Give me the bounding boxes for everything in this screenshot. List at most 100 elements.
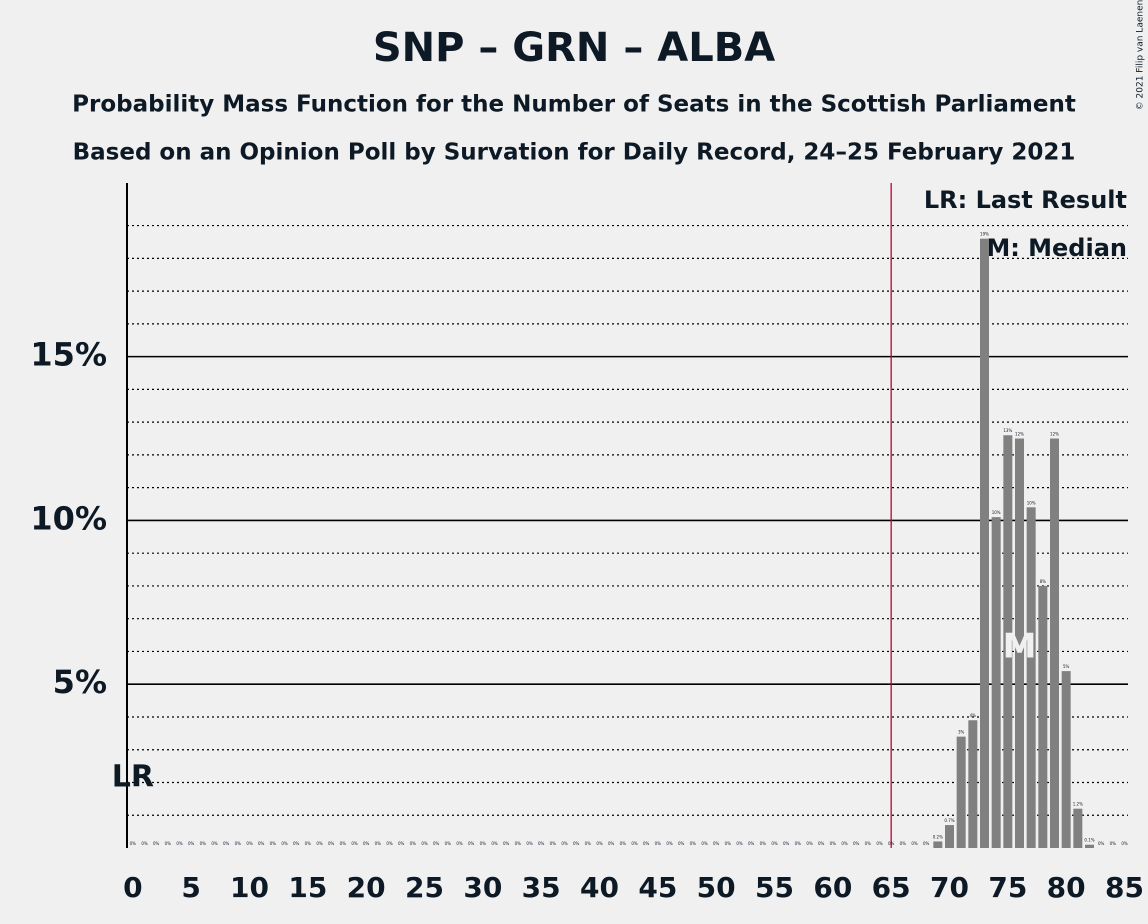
value-label: 0% bbox=[865, 841, 872, 846]
x-tick-label: 25 bbox=[405, 871, 444, 904]
bar bbox=[980, 238, 989, 849]
value-label: 4% bbox=[970, 713, 977, 718]
value-label: 0% bbox=[491, 841, 498, 846]
x-tick-label: 55 bbox=[755, 871, 794, 904]
value-label: 0% bbox=[200, 841, 207, 846]
bar bbox=[1050, 438, 1059, 848]
value-label: 0% bbox=[421, 841, 428, 846]
value-label: 0% bbox=[130, 841, 137, 846]
bar bbox=[1061, 671, 1071, 848]
value-label: 0% bbox=[655, 841, 662, 846]
value-label: 0% bbox=[270, 841, 277, 846]
value-label: 0% bbox=[351, 841, 358, 846]
value-label: 0% bbox=[690, 841, 697, 846]
value-label: 0% bbox=[386, 841, 393, 846]
x-tick-label: 5 bbox=[181, 871, 200, 904]
value-label: 0% bbox=[165, 841, 172, 846]
x-tick-label: 80 bbox=[1047, 871, 1086, 904]
bar bbox=[1073, 808, 1083, 848]
value-label: 12% bbox=[1050, 432, 1059, 437]
value-label: 0% bbox=[211, 841, 218, 846]
value-label: 0% bbox=[503, 841, 510, 846]
value-label: 0.2% bbox=[933, 834, 943, 839]
chart-subtitle: Based on an Opinion Poll by Survation fo… bbox=[73, 140, 1076, 166]
value-label: 0% bbox=[666, 841, 673, 846]
value-label: 0% bbox=[153, 841, 160, 846]
value-label: 0% bbox=[911, 841, 918, 846]
value-label: 0% bbox=[316, 841, 323, 846]
value-label: 0% bbox=[900, 841, 907, 846]
value-label: 0% bbox=[678, 841, 685, 846]
legend-median: M: Median bbox=[986, 234, 1127, 262]
y-tick-label: 5% bbox=[53, 663, 107, 701]
bar bbox=[945, 825, 954, 848]
value-label: 0% bbox=[445, 841, 452, 846]
value-label: 0.7% bbox=[944, 818, 954, 823]
value-label: 0% bbox=[410, 841, 417, 846]
value-label: 0% bbox=[783, 841, 790, 846]
value-label: 10% bbox=[992, 510, 1001, 515]
value-label: 0% bbox=[235, 841, 242, 846]
value-label: 0% bbox=[480, 841, 487, 846]
value-label: 0% bbox=[515, 841, 522, 846]
value-label: 0% bbox=[876, 841, 883, 846]
value-label: 0% bbox=[830, 841, 837, 846]
value-label: 1.2% bbox=[1073, 802, 1083, 807]
value-label: 19% bbox=[980, 232, 989, 237]
x-tick-label: 40 bbox=[580, 871, 619, 904]
value-label: 0% bbox=[398, 841, 405, 846]
value-label: 0% bbox=[293, 841, 300, 846]
value-label: 0% bbox=[468, 841, 475, 846]
bar bbox=[1026, 507, 1036, 848]
value-label: 0% bbox=[701, 841, 708, 846]
y-tick-label: 10% bbox=[30, 499, 107, 537]
value-label: 0% bbox=[841, 841, 848, 846]
x-tick-label: 60 bbox=[813, 871, 852, 904]
value-label: 0% bbox=[550, 841, 557, 846]
x-tick-label: 0 bbox=[123, 871, 142, 904]
value-label: 12% bbox=[1015, 432, 1024, 437]
x-tick-label: 65 bbox=[872, 871, 911, 904]
value-label: 0% bbox=[888, 841, 895, 846]
value-label: 0% bbox=[246, 841, 253, 846]
chart-subtitle: Probability Mass Function for the Number… bbox=[72, 92, 1076, 118]
value-label: 0% bbox=[433, 841, 440, 846]
value-label: 0% bbox=[608, 841, 615, 846]
value-label: 0% bbox=[223, 841, 230, 846]
value-label: 0% bbox=[305, 841, 312, 846]
value-label: 0% bbox=[923, 841, 930, 846]
value-label: 0% bbox=[620, 841, 627, 846]
chart-title: SNP – GRN – ALBA bbox=[373, 25, 775, 71]
value-label: 0% bbox=[725, 841, 732, 846]
value-label: 0% bbox=[1121, 841, 1128, 846]
value-label: 8% bbox=[1040, 579, 1047, 584]
value-label: 0% bbox=[375, 841, 382, 846]
x-tick-label: 85 bbox=[1105, 871, 1144, 904]
copyright: © 2021 Filip van Laenen bbox=[1136, 0, 1146, 110]
value-label: 0% bbox=[538, 841, 545, 846]
value-label: 0% bbox=[853, 841, 860, 846]
value-label: 0% bbox=[631, 841, 638, 846]
x-tick-label: 50 bbox=[697, 871, 736, 904]
value-label: 0% bbox=[561, 841, 568, 846]
value-label: 5% bbox=[1063, 664, 1070, 669]
x-tick-label: 70 bbox=[930, 871, 969, 904]
bar bbox=[1038, 585, 1048, 848]
value-label: 0% bbox=[736, 841, 743, 846]
value-label: 0% bbox=[585, 841, 592, 846]
x-tick-label: 15 bbox=[288, 871, 327, 904]
value-label: 0% bbox=[1110, 841, 1117, 846]
value-label: 3% bbox=[958, 730, 965, 735]
value-label: 0.1% bbox=[1084, 838, 1094, 843]
value-label: 0% bbox=[176, 841, 183, 846]
value-label: 0% bbox=[281, 841, 288, 846]
value-label: 0% bbox=[526, 841, 533, 846]
value-label: 0% bbox=[328, 841, 335, 846]
bar bbox=[1085, 844, 1094, 848]
value-label: 0% bbox=[188, 841, 195, 846]
value-label: 0% bbox=[713, 841, 720, 846]
value-label: 0% bbox=[795, 841, 802, 846]
value-label: 0% bbox=[760, 841, 767, 846]
